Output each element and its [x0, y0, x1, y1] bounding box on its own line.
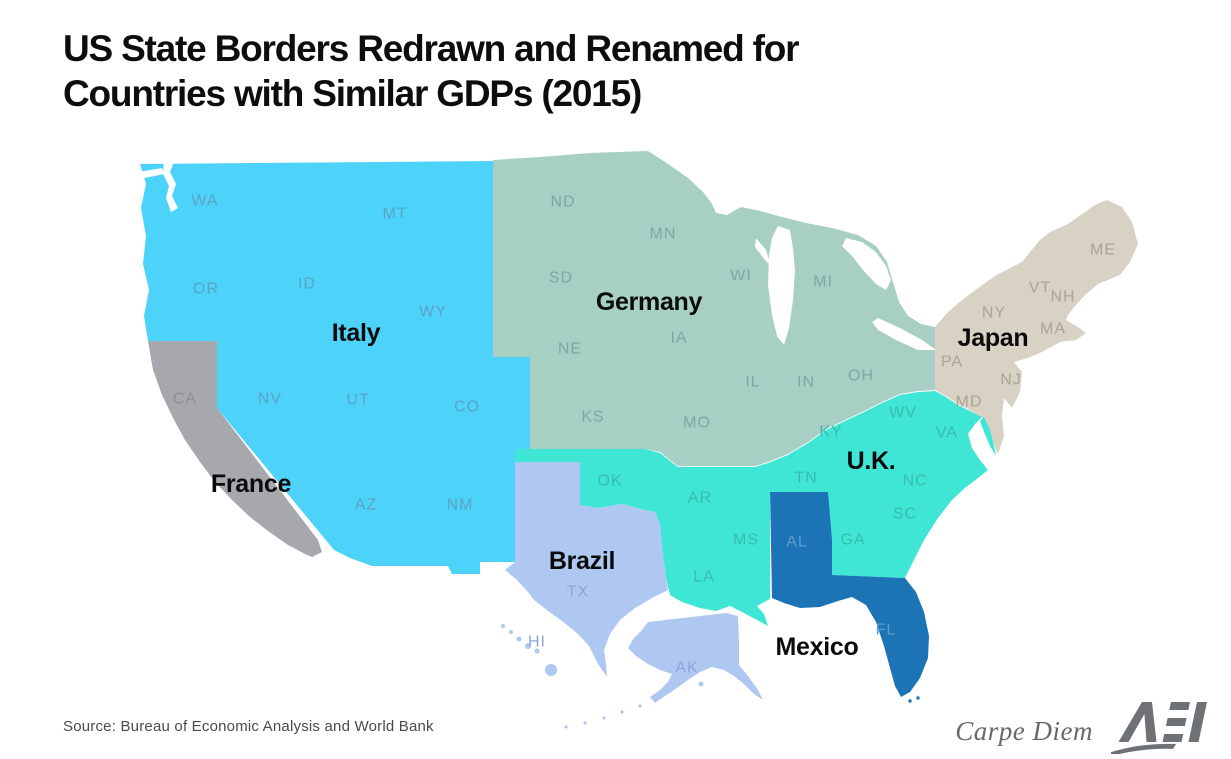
aei-swoosh [1111, 743, 1177, 754]
aei-letter-e-bar1 [1169, 702, 1190, 710]
state-label-MT: MT [382, 206, 407, 223]
region-brazil [501, 462, 763, 729]
state-label-HI: HI [528, 634, 546, 651]
country-label-Brazil: Brazil [549, 547, 615, 575]
region-brazil-kodiak [698, 681, 704, 687]
state-label-IA: IA [670, 330, 687, 347]
state-label-ID: ID [298, 276, 316, 293]
region-mexico [770, 492, 929, 703]
state-label-TN: TN [794, 470, 817, 487]
region-brazil-alaska [628, 613, 763, 703]
state-label-MD: MD [956, 394, 983, 411]
state-label-UT: UT [346, 392, 369, 409]
state-label-GA: GA [840, 532, 865, 549]
state-label-WI: WI [730, 268, 752, 285]
country-label-Mexico: Mexico [776, 633, 859, 661]
region-japan [935, 200, 1138, 454]
state-label-IN: IN [797, 374, 815, 391]
state-label-WV: WV [889, 405, 917, 422]
state-label-OH: OH [848, 368, 874, 385]
state-label-VA: VA [936, 425, 958, 442]
state-label-FL: FL [876, 622, 897, 639]
state-label-AR: AR [688, 490, 712, 507]
region-uk [515, 391, 996, 626]
aei-letter-e-bar3 [1162, 734, 1184, 742]
puget-sound [163, 160, 178, 212]
page-title: US State Borders Redrawn and Renamed for… [63, 26, 800, 116]
state-label-OR: OR [193, 281, 219, 298]
aei-letter-i [1188, 702, 1207, 742]
state-label-WA: WA [191, 193, 218, 210]
state-label-OK: OK [597, 473, 622, 490]
state-label-KY: KY [819, 424, 842, 441]
title-line-1: US State Borders Redrawn and Renamed for [63, 28, 800, 69]
aei-logo-icon [1111, 702, 1207, 754]
state-label-NM: NM [447, 497, 474, 514]
state-label-TX: TX [567, 584, 589, 601]
country-label-France: France [211, 470, 292, 498]
country-label-UK: U.K. [847, 447, 896, 475]
state-label-AZ: AZ [355, 497, 377, 514]
state-label-IL: IL [745, 374, 760, 391]
title-line-2: Countries with Similar GDPs (2015) [63, 73, 642, 115]
state-label-CA: CA [173, 391, 197, 408]
state-label-NE: NE [558, 341, 582, 358]
carpe-diem-wordmark: Carpe Diem [955, 716, 1093, 746]
state-labels-layer: WA MT OR ID WY NV UT CO AZ NM CA ND MN SD WI MI IA NE IL IN… [173, 193, 1116, 677]
state-label-NV: NV [258, 391, 282, 408]
green-bay [755, 238, 771, 266]
state-label-AL: AL [786, 534, 808, 551]
state-label-MN: MN [650, 226, 677, 243]
strait-juan-de-fuca [138, 168, 164, 179]
state-label-NJ: NJ [1000, 372, 1022, 389]
state-label-SD: SD [549, 270, 573, 287]
region-brazil-texas [505, 462, 668, 677]
region-italy [140, 161, 530, 574]
state-label-MS: MS [733, 532, 759, 549]
region-uk-delmarva-shore [980, 417, 996, 456]
state-label-PA: PA [941, 354, 963, 371]
state-label-NC: NC [902, 473, 927, 490]
state-label-ME: ME [1090, 242, 1116, 259]
water-overlays [138, 160, 936, 350]
state-label-MO: MO [683, 415, 711, 432]
state-label-MA: MA [1040, 321, 1066, 338]
aei-letter-a [1118, 702, 1157, 742]
lake-michigan [768, 226, 795, 345]
state-label-MI: MI [813, 274, 833, 291]
country-label-Italy: Italy [332, 319, 381, 347]
country-label-Japan: Japan [958, 324, 1029, 352]
region-mexico-keys [908, 699, 912, 703]
state-label-SC: SC [893, 506, 917, 523]
state-label-KS: KS [581, 409, 604, 426]
state-label-NH: NH [1050, 289, 1075, 306]
lake-huron [842, 238, 891, 290]
branding: Carpe Diem [955, 698, 1215, 754]
region-france [148, 341, 322, 557]
region-brazil-hawaii [501, 624, 505, 628]
aei-letter-e-bar2 [1165, 718, 1187, 726]
state-label-ND: ND [550, 194, 575, 211]
country-label-Germany: Germany [596, 288, 703, 316]
state-label-CO: CO [454, 399, 480, 416]
state-label-WY: WY [419, 304, 447, 321]
country-labels-layer: Italy France Germany Japan U.K. Brazil Mexico [211, 288, 1029, 661]
state-label-LA: LA [693, 569, 715, 586]
source-note: Source: Bureau of Economic Analysis and … [63, 718, 434, 735]
state-label-AK: AK [675, 660, 698, 677]
state-label-NY: NY [982, 305, 1006, 322]
state-label-VT: VT [1029, 280, 1051, 297]
lake-erie [872, 318, 936, 350]
region-germany [493, 151, 935, 466]
